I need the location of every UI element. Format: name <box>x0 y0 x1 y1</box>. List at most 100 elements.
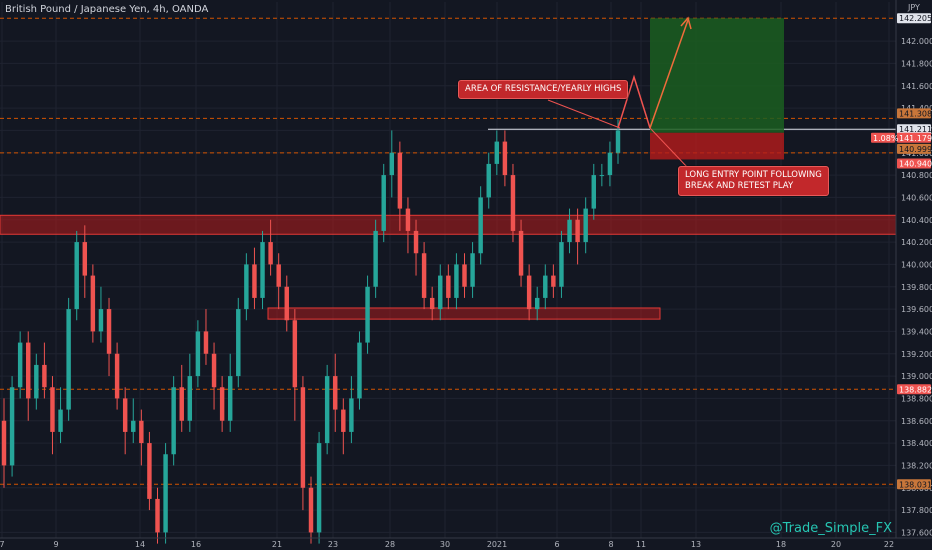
candle-body <box>252 264 257 298</box>
entry-callout-line2: BREAK AND RETEST PLAY <box>685 181 794 191</box>
profit-zone <box>650 18 784 133</box>
candle-body <box>438 275 443 310</box>
candle-body <box>106 309 112 354</box>
support-zone <box>267 307 661 320</box>
resistance-callout-text: AREA OF RESISTANCE/YEARLY HIGHS <box>465 84 622 94</box>
position-pct-label: 1.08% <box>873 134 899 143</box>
resistance-callout: AREA OF RESISTANCE/YEARLY HIGHS <box>458 80 629 99</box>
candle-body <box>349 398 354 432</box>
currency-label: JPY <box>907 3 920 12</box>
price-tag-label: 141.308 <box>899 109 932 118</box>
candle-body <box>518 230 524 276</box>
price-tag-label: 142.205 <box>899 14 932 23</box>
position-pct-badge <box>871 132 895 143</box>
candle-body <box>171 387 176 455</box>
candle-body <box>227 376 233 421</box>
candle-body <box>308 487 314 533</box>
x-tick-label: 16 <box>191 540 201 549</box>
candle-body <box>583 208 588 243</box>
x-tick-label: 13 <box>691 540 701 549</box>
y-tick-label: 139.400 <box>901 327 932 336</box>
candle-body <box>502 141 508 176</box>
candle-body <box>341 409 346 432</box>
price-tag-red <box>897 158 931 169</box>
price-tag-red <box>897 132 931 143</box>
y-tick-label: 137.800 <box>901 506 932 515</box>
target-arrow-head <box>680 16 692 30</box>
candle-body <box>324 376 330 444</box>
candle-body <box>357 342 362 399</box>
candle-body <box>1 420 7 466</box>
y-tick-label: 139.800 <box>901 283 932 292</box>
candle-body <box>131 420 136 432</box>
candle-body <box>179 387 184 421</box>
candle-body <box>50 387 55 432</box>
y-tick-label: 138.200 <box>901 461 932 470</box>
x-tick-label: 8 <box>608 540 613 549</box>
watermark-handle: @Trade_Simple_FX <box>769 521 892 536</box>
x-tick-label: 28 <box>385 540 395 549</box>
candle-body <box>365 286 370 343</box>
candle-body <box>139 420 144 444</box>
price-axis[interactable]: 142.000141.800141.600141.400141.200141.0… <box>871 0 932 550</box>
x-tick-label: 11 <box>636 540 646 549</box>
y-tick-label: 139.600 <box>901 305 932 314</box>
price-tag-white <box>897 13 931 24</box>
candle-body <box>122 398 128 432</box>
candle-body <box>284 286 289 321</box>
candle-body <box>66 309 71 410</box>
candle-body <box>526 275 532 310</box>
stop-zone <box>650 132 784 160</box>
candle-body <box>9 387 15 466</box>
candle-body <box>316 443 322 533</box>
y-tick-label: 140.800 <box>901 171 932 180</box>
y-tick-label: 139.200 <box>901 350 932 359</box>
candle-body <box>17 342 23 388</box>
x-tick-label: 30 <box>440 540 450 549</box>
candle-body <box>615 130 621 153</box>
y-tick-label: 140.000 <box>901 260 932 269</box>
y-tick-label: 137.600 <box>901 528 932 537</box>
y-tick-label: 141.600 <box>901 82 932 91</box>
entry-callout-line1: LONG ENTRY POINT FOLLOWING <box>685 170 822 180</box>
candle-body <box>413 230 419 254</box>
candle-body <box>219 387 225 421</box>
y-tick-label: 139.000 <box>901 372 932 381</box>
candle-body <box>470 253 475 287</box>
candle-body <box>42 364 47 388</box>
x-tick-label: 22 <box>884 540 894 549</box>
x-tick-label: 9 <box>53 540 58 549</box>
y-tick-label: 140.600 <box>901 193 932 202</box>
time-axis[interactable]: 7 9 14 16 21 23 28 30 2021 6 8 11 13 18 20 22 <box>0 537 932 549</box>
candle-body <box>26 342 31 399</box>
candle-body <box>195 331 201 377</box>
candle-body <box>187 376 193 421</box>
candle-body <box>534 297 540 310</box>
candle-body <box>486 163 491 198</box>
resistance-zone <box>0 214 897 235</box>
long-position-tool[interactable] <box>650 18 784 160</box>
candle-body <box>268 242 273 265</box>
candle-body <box>203 331 209 354</box>
candle-body <box>607 152 613 176</box>
price-tag-orange <box>897 108 931 119</box>
candle-body <box>34 364 39 399</box>
candle-body <box>446 275 451 298</box>
candle-body <box>397 152 403 209</box>
x-tick-label: 7 <box>0 540 5 549</box>
candle-body <box>211 353 217 388</box>
candle-body <box>381 175 386 231</box>
price-tag-orange <box>897 143 931 154</box>
candle-body <box>373 230 378 287</box>
candle-body <box>74 242 79 310</box>
price-tag-label: 138.031 <box>899 480 932 489</box>
candle-body <box>333 376 338 410</box>
candle-body <box>494 141 500 164</box>
price-axis-panel <box>896 0 932 550</box>
candle-body <box>575 219 580 243</box>
y-tick-label: 138.800 <box>901 394 932 403</box>
candle-body <box>276 264 281 287</box>
candle-body <box>421 253 427 298</box>
symbol-title: British Pound / Japanese Yen, 4h, OANDA <box>5 4 209 15</box>
